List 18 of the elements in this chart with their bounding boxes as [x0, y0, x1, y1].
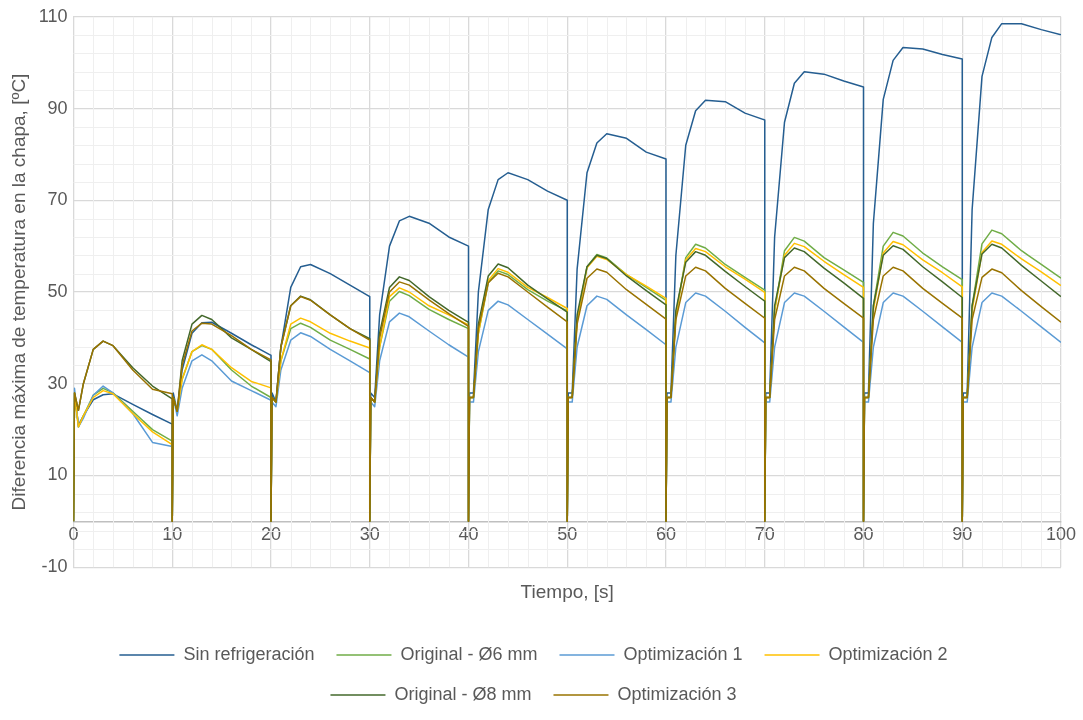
y-tick-label: -10	[41, 556, 68, 577]
x-tick-label: 60	[655, 524, 677, 545]
y-axis-title: Diferencia máxima de temperatura en la chapa, [ºC]	[7, 73, 29, 511]
y-tick-label: 70	[47, 189, 68, 210]
x-tick-label: 30	[359, 524, 380, 545]
legend-label: Optimización 2	[828, 643, 948, 664]
x-axis-title: Tiempo, [s]	[520, 580, 614, 602]
x-tick-label: 100	[1045, 524, 1077, 545]
legend-label: Optimización 1	[623, 643, 743, 664]
y-tick-label: 10	[47, 464, 68, 485]
y-tick-label: 30	[47, 372, 68, 393]
legend-label: Sin refrigeración	[183, 643, 315, 664]
y-tick-label: 90	[47, 97, 68, 118]
legend-label: Original - Ø8 mm	[394, 683, 532, 704]
y-tick-label: 50	[47, 280, 68, 301]
y-tick-label: 110	[38, 5, 68, 26]
legend-label: Original - Ø6 mm	[400, 643, 538, 664]
legend-label: Optimización 3	[617, 683, 737, 704]
